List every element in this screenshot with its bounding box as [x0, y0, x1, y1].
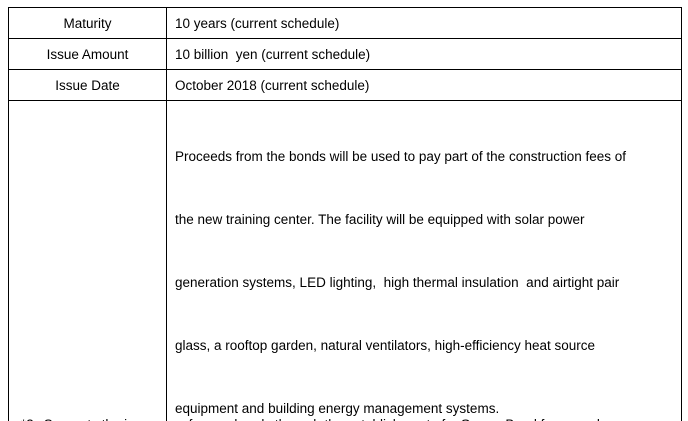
table-row-issue-date: Issue Date October 2018 (current schedul…	[8, 69, 682, 101]
use-of-proceeds-label: Use of Proceeds	[8, 100, 167, 421]
issue-amount-label: Issue Amount	[8, 38, 167, 70]
footnote: *3 Supports the issuance of green bonds t…	[6, 395, 607, 421]
use-of-proceeds-value: Proceeds from the bonds will be used to …	[166, 100, 682, 421]
footnote-text: Supports the issuance of green bonds thr…	[44, 417, 608, 421]
table-row-use-of-proceeds: Use of Proceeds Proceeds from the bonds …	[8, 100, 682, 421]
table-row-issue-amount: Issue Amount 10 billion yen (current sch…	[8, 38, 682, 70]
green-bond-details-table: Maturity 10 years (current schedule) Iss…	[8, 7, 682, 421]
proceeds-line: generation systems, LED lighting, high t…	[175, 275, 620, 290]
issue-date-value: October 2018 (current schedule)	[166, 69, 682, 101]
maturity-label: Maturity	[8, 7, 167, 39]
proceeds-line: the new training center. The facility wi…	[175, 212, 585, 227]
table-row-maturity: Maturity 10 years (current schedule)	[8, 7, 682, 39]
issue-amount-value: 10 billion yen (current schedule)	[166, 38, 682, 70]
proceeds-line: glass, a rooftop garden, natural ventila…	[175, 338, 595, 353]
proceeds-line: equipment and building energy management…	[175, 401, 500, 416]
maturity-value: 10 years (current schedule)	[166, 7, 682, 39]
footnote-marker: *3	[21, 417, 34, 421]
proceeds-line: Proceeds from the bonds will be used to …	[175, 149, 627, 164]
issue-date-label: Issue Date	[8, 69, 167, 101]
